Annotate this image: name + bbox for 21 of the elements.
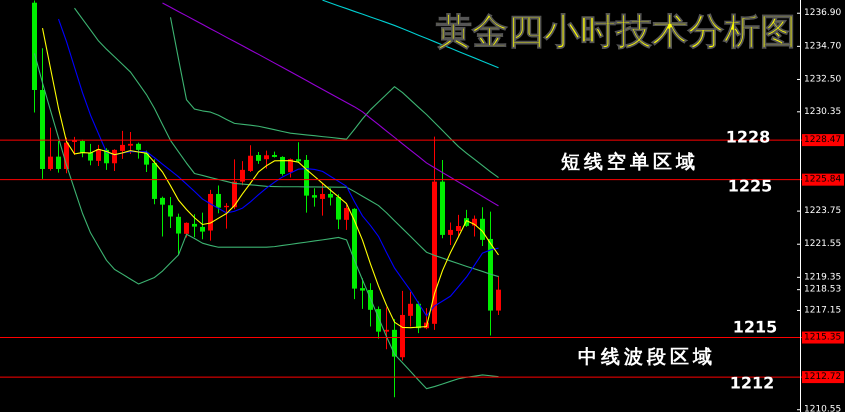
y-tick-label: 1230.35 — [804, 106, 842, 117]
y-tick-label: 1234.70 — [804, 41, 842, 52]
text: 1212 — [730, 374, 774, 392]
y-tick-label: 1223.75 — [804, 206, 842, 216]
y-tick-label: 1236.90 — [804, 8, 842, 18]
text: 黄金四小时技术分析图 — [436, 12, 796, 52]
y-tick-label: 1221.55 — [804, 239, 842, 250]
ref-line-label: 1212.72 — [804, 372, 842, 382]
text: 1215 — [732, 318, 778, 336]
text: 中线波段区域 — [578, 346, 716, 368]
y-tick-label: 1219.35 — [804, 272, 842, 282]
text: 1225 — [728, 176, 772, 196]
y-tick-label: 1210.55 — [804, 404, 842, 412]
ref-line-label: 1225.84 — [804, 174, 842, 185]
line-series — [34, 52, 500, 390]
ref-line-label: 1228.47 — [804, 135, 842, 146]
y-tick-label: 1232.50 — [804, 74, 842, 84]
ref-line-label: 1215.35 — [804, 332, 842, 343]
y-tick-label: 1217.15 — [804, 305, 842, 316]
y-tick-label: 1218.53 — [804, 284, 842, 295]
text: 短线空单区域 — [560, 151, 699, 173]
